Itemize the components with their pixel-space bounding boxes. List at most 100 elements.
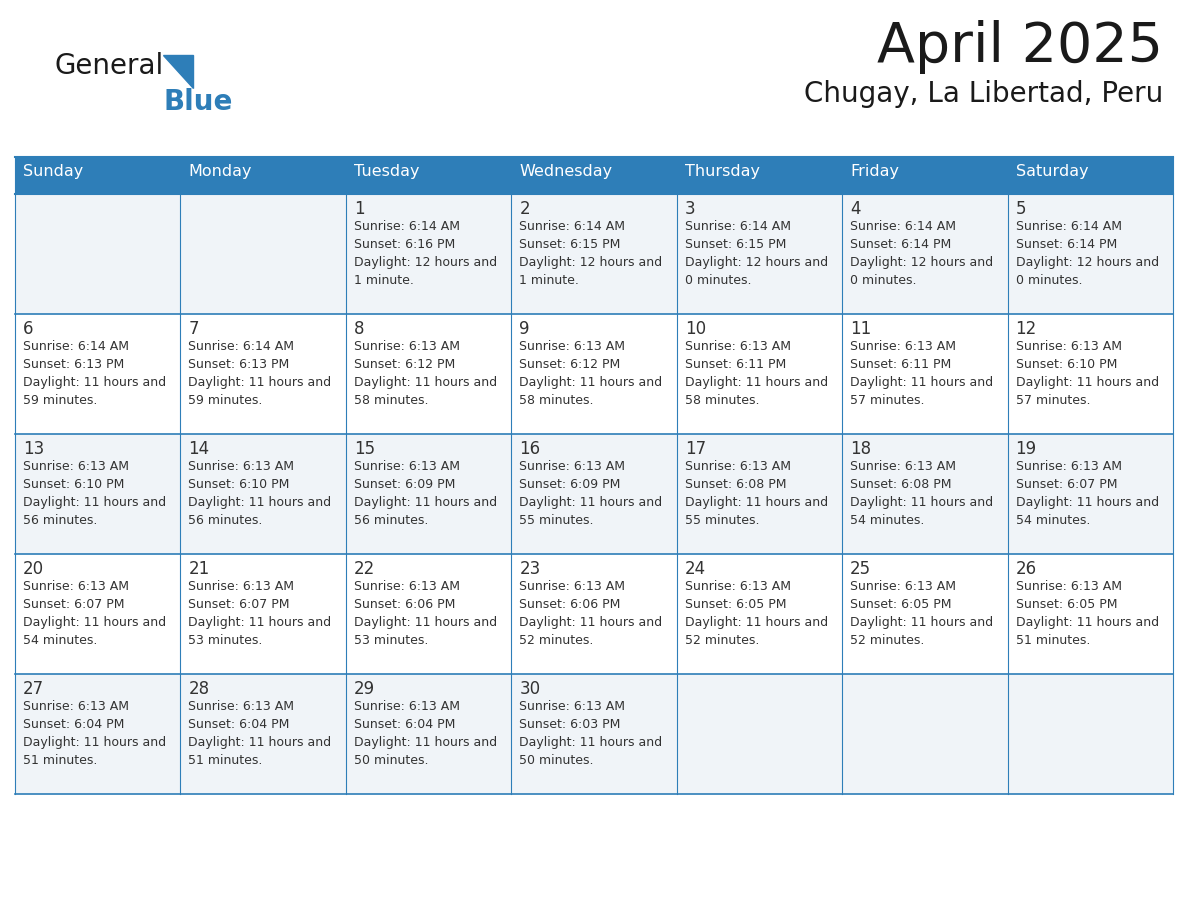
Text: Sunrise: 6:13 AM: Sunrise: 6:13 AM — [519, 580, 625, 593]
Text: 11: 11 — [851, 320, 871, 338]
Text: Daylight: 11 hours and: Daylight: 11 hours and — [519, 616, 663, 629]
Text: Daylight: 11 hours and: Daylight: 11 hours and — [684, 376, 828, 389]
Text: Sunrise: 6:13 AM: Sunrise: 6:13 AM — [519, 460, 625, 473]
Text: 27: 27 — [23, 680, 44, 698]
Text: Sunrise: 6:13 AM: Sunrise: 6:13 AM — [684, 340, 791, 353]
Text: 51 minutes.: 51 minutes. — [189, 754, 263, 767]
Text: 52 minutes.: 52 minutes. — [519, 634, 594, 647]
Text: Daylight: 11 hours and: Daylight: 11 hours and — [354, 616, 497, 629]
Text: Sunrise: 6:13 AM: Sunrise: 6:13 AM — [519, 700, 625, 713]
Bar — [346, 434, 511, 554]
Bar — [677, 674, 842, 794]
Bar — [15, 194, 181, 314]
Text: Daylight: 11 hours and: Daylight: 11 hours and — [1016, 496, 1158, 509]
Text: 54 minutes.: 54 minutes. — [851, 514, 924, 527]
Text: Daylight: 11 hours and: Daylight: 11 hours and — [354, 736, 497, 749]
Bar — [1007, 674, 1173, 794]
Text: Sunrise: 6:13 AM: Sunrise: 6:13 AM — [354, 700, 460, 713]
Text: Sunrise: 6:14 AM: Sunrise: 6:14 AM — [519, 220, 625, 233]
Text: Daylight: 12 hours and: Daylight: 12 hours and — [1016, 256, 1158, 269]
Text: 21: 21 — [189, 560, 209, 578]
Text: 9: 9 — [519, 320, 530, 338]
Text: 54 minutes.: 54 minutes. — [23, 634, 97, 647]
Bar — [181, 194, 346, 314]
Text: Sunrise: 6:13 AM: Sunrise: 6:13 AM — [23, 580, 129, 593]
Text: 0 minutes.: 0 minutes. — [851, 274, 917, 287]
Text: Sunset: 6:10 PM: Sunset: 6:10 PM — [189, 478, 290, 491]
Text: Daylight: 11 hours and: Daylight: 11 hours and — [684, 616, 828, 629]
Text: 12: 12 — [1016, 320, 1037, 338]
Text: Daylight: 11 hours and: Daylight: 11 hours and — [23, 376, 166, 389]
Text: Sunset: 6:11 PM: Sunset: 6:11 PM — [684, 358, 786, 371]
Text: 5: 5 — [1016, 200, 1026, 218]
Text: Sunrise: 6:13 AM: Sunrise: 6:13 AM — [354, 580, 460, 593]
Text: Sunrise: 6:13 AM: Sunrise: 6:13 AM — [189, 700, 295, 713]
Text: Sunset: 6:07 PM: Sunset: 6:07 PM — [1016, 478, 1117, 491]
Text: 2: 2 — [519, 200, 530, 218]
Text: Sunset: 6:10 PM: Sunset: 6:10 PM — [23, 478, 125, 491]
Text: Sunset: 6:13 PM: Sunset: 6:13 PM — [189, 358, 290, 371]
Text: Sunset: 6:10 PM: Sunset: 6:10 PM — [1016, 358, 1117, 371]
Text: 58 minutes.: 58 minutes. — [684, 394, 759, 407]
Bar — [511, 314, 677, 434]
Text: 58 minutes.: 58 minutes. — [519, 394, 594, 407]
Text: Sunset: 6:12 PM: Sunset: 6:12 PM — [354, 358, 455, 371]
Bar — [346, 674, 511, 794]
Text: 7: 7 — [189, 320, 198, 338]
Text: Blue: Blue — [163, 88, 233, 116]
Bar — [677, 554, 842, 674]
Text: Sunrise: 6:13 AM: Sunrise: 6:13 AM — [354, 460, 460, 473]
Text: 55 minutes.: 55 minutes. — [684, 514, 759, 527]
Text: Daylight: 11 hours and: Daylight: 11 hours and — [23, 496, 166, 509]
Text: 51 minutes.: 51 minutes. — [1016, 634, 1089, 647]
Text: Sunset: 6:11 PM: Sunset: 6:11 PM — [851, 358, 952, 371]
Text: Sunrise: 6:13 AM: Sunrise: 6:13 AM — [23, 460, 129, 473]
Text: Chugay, La Libertad, Peru: Chugay, La Libertad, Peru — [804, 80, 1163, 108]
Bar — [511, 674, 677, 794]
Bar — [842, 554, 1007, 674]
Text: Saturday: Saturday — [1016, 164, 1088, 179]
Text: Sunset: 6:03 PM: Sunset: 6:03 PM — [519, 718, 620, 731]
Text: Sunrise: 6:13 AM: Sunrise: 6:13 AM — [519, 340, 625, 353]
Bar — [15, 157, 1173, 194]
Text: 13: 13 — [23, 440, 44, 458]
Bar — [677, 194, 842, 314]
Polygon shape — [163, 55, 192, 88]
Text: 3: 3 — [684, 200, 695, 218]
Text: Sunrise: 6:13 AM: Sunrise: 6:13 AM — [684, 580, 791, 593]
Text: Sunrise: 6:13 AM: Sunrise: 6:13 AM — [684, 460, 791, 473]
Bar — [511, 554, 677, 674]
Text: 22: 22 — [354, 560, 375, 578]
Text: Daylight: 11 hours and: Daylight: 11 hours and — [519, 736, 663, 749]
Text: Sunset: 6:15 PM: Sunset: 6:15 PM — [684, 238, 786, 251]
Bar — [15, 314, 181, 434]
Text: 56 minutes.: 56 minutes. — [354, 514, 428, 527]
Bar — [842, 194, 1007, 314]
Text: Sunrise: 6:13 AM: Sunrise: 6:13 AM — [1016, 460, 1121, 473]
Text: Daylight: 11 hours and: Daylight: 11 hours and — [189, 496, 331, 509]
Text: 18: 18 — [851, 440, 871, 458]
Text: Sunrise: 6:14 AM: Sunrise: 6:14 AM — [354, 220, 460, 233]
Text: Daylight: 11 hours and: Daylight: 11 hours and — [189, 736, 331, 749]
Text: Thursday: Thursday — [684, 164, 759, 179]
Text: Sunset: 6:06 PM: Sunset: 6:06 PM — [519, 598, 620, 611]
Text: Daylight: 11 hours and: Daylight: 11 hours and — [519, 496, 663, 509]
Text: Daylight: 12 hours and: Daylight: 12 hours and — [851, 256, 993, 269]
Text: 16: 16 — [519, 440, 541, 458]
Text: 53 minutes.: 53 minutes. — [354, 634, 428, 647]
Text: Daylight: 11 hours and: Daylight: 11 hours and — [851, 376, 993, 389]
Text: 57 minutes.: 57 minutes. — [1016, 394, 1091, 407]
Text: 59 minutes.: 59 minutes. — [189, 394, 263, 407]
Text: 23: 23 — [519, 560, 541, 578]
Text: 25: 25 — [851, 560, 871, 578]
Text: Sunset: 6:15 PM: Sunset: 6:15 PM — [519, 238, 620, 251]
Text: 8: 8 — [354, 320, 365, 338]
Text: Daylight: 11 hours and: Daylight: 11 hours and — [851, 616, 993, 629]
Text: 55 minutes.: 55 minutes. — [519, 514, 594, 527]
Text: Friday: Friday — [851, 164, 899, 179]
Text: Sunrise: 6:13 AM: Sunrise: 6:13 AM — [851, 580, 956, 593]
Text: 1 minute.: 1 minute. — [519, 274, 580, 287]
Text: 20: 20 — [23, 560, 44, 578]
Text: 30: 30 — [519, 680, 541, 698]
Bar — [842, 674, 1007, 794]
